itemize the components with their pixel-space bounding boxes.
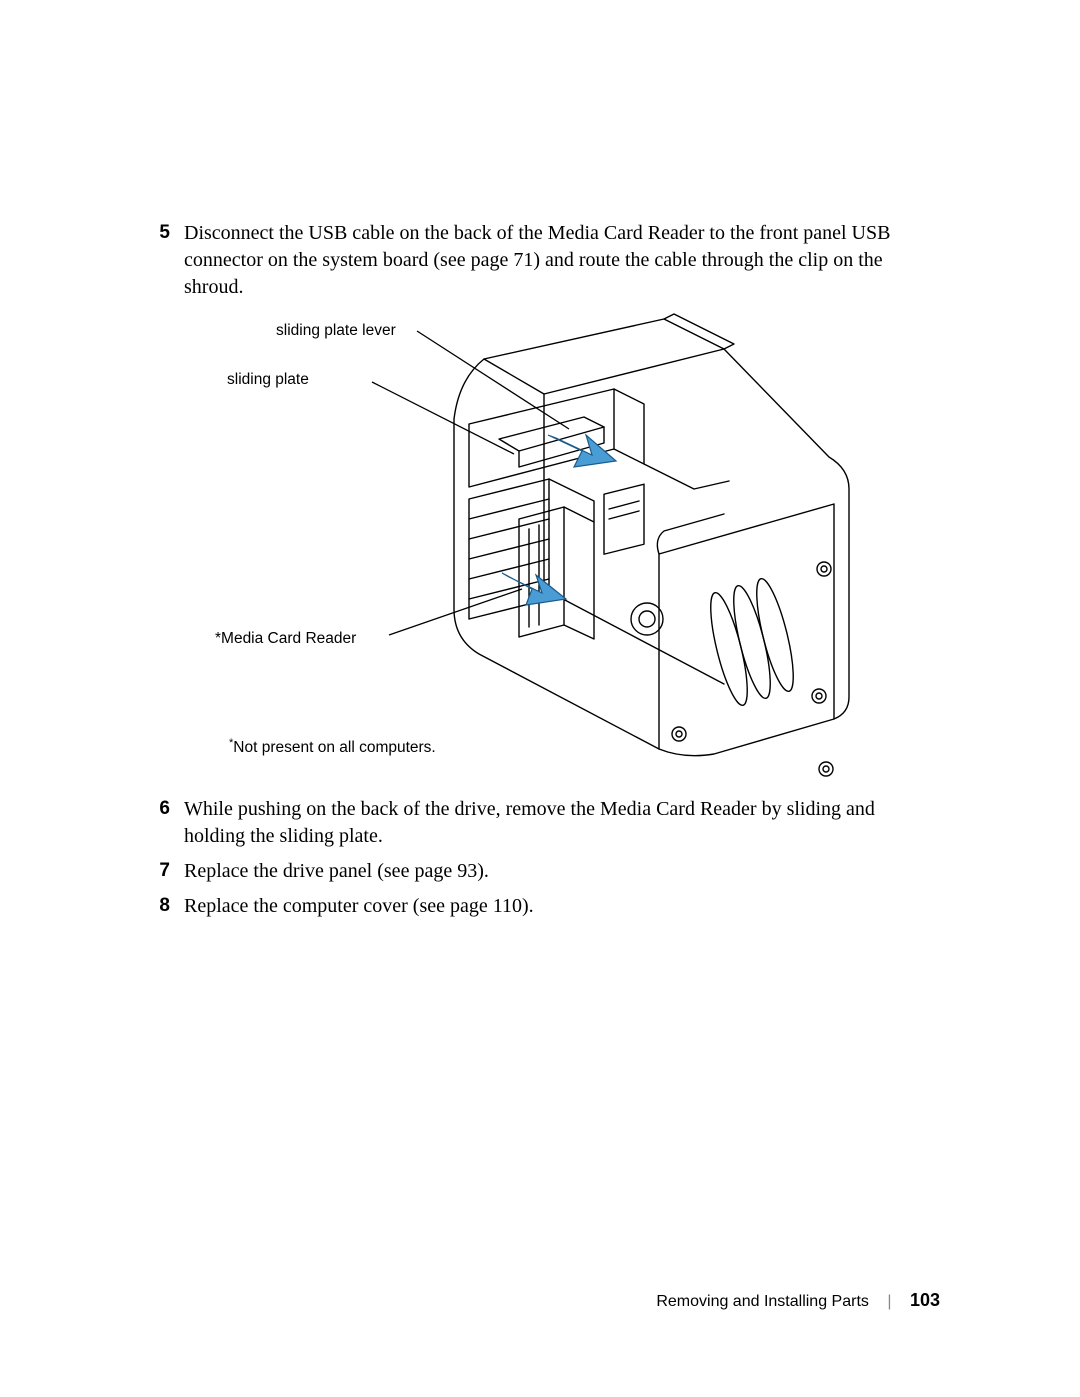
label-sliding-plate-lever: sliding plate lever bbox=[276, 322, 396, 340]
label-media-card-reader: *Media Card Reader bbox=[215, 630, 356, 648]
step-7: 7 Replace the drive panel (see page 93). bbox=[140, 858, 940, 885]
footer-separator: | bbox=[887, 1293, 891, 1310]
step-text: While pushing on the back of the drive, … bbox=[170, 796, 940, 850]
diagram-footnote: *Not present on all computers. bbox=[229, 737, 436, 757]
label-sliding-plate: sliding plate bbox=[227, 371, 309, 389]
computer-illustration bbox=[304, 309, 864, 789]
step-text: Replace the computer cover (see page 110… bbox=[170, 893, 940, 920]
footer-section: Removing and Installing Parts bbox=[656, 1293, 869, 1310]
page-number: 103 bbox=[910, 1290, 940, 1310]
step-number: 7 bbox=[140, 858, 170, 885]
step-8: 8 Replace the computer cover (see page 1… bbox=[140, 893, 940, 920]
step-5: 5 Disconnect the USB cable on the back o… bbox=[140, 220, 940, 301]
step-number: 8 bbox=[140, 893, 170, 920]
step-number: 6 bbox=[140, 796, 170, 850]
step-number: 5 bbox=[140, 220, 170, 301]
step-6: 6 While pushing on the back of the drive… bbox=[140, 796, 940, 850]
diagram: sliding plate lever sliding plate *Media… bbox=[184, 309, 884, 784]
footnote-text: Not present on all computers. bbox=[233, 739, 435, 756]
step-text: Disconnect the USB cable on the back of … bbox=[170, 220, 940, 301]
page-footer: Removing and Installing Parts | 103 bbox=[656, 1290, 940, 1311]
step-text: Replace the drive panel (see page 93). bbox=[170, 858, 940, 885]
